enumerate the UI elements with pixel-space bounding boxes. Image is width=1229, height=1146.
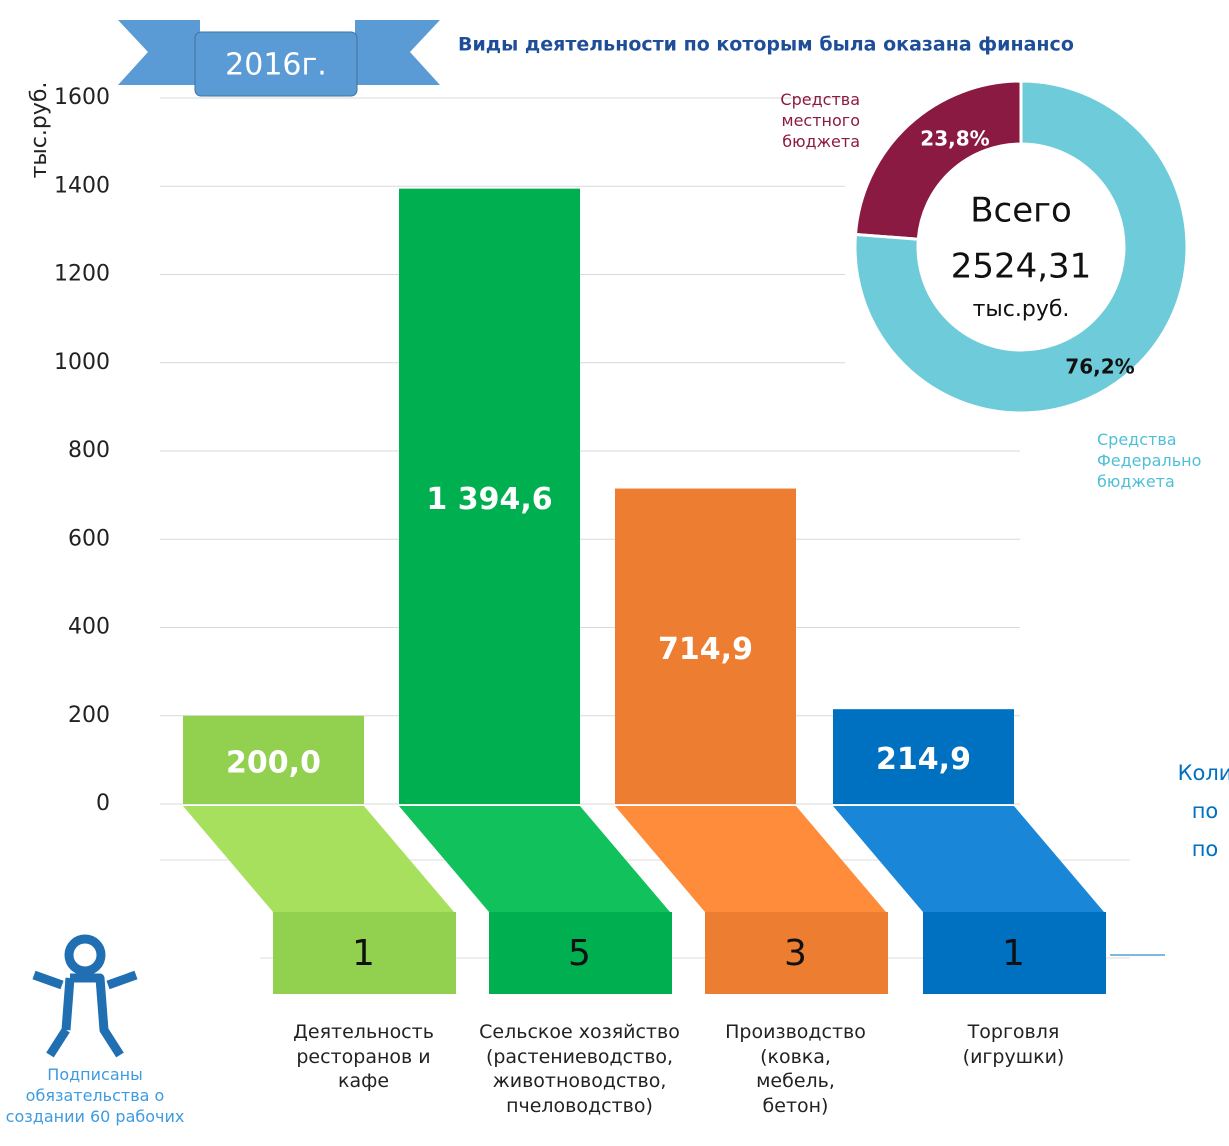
count-label: 3 xyxy=(784,933,807,974)
y-axis-label: тыс.руб. xyxy=(27,82,52,179)
y-tick-label: 0 xyxy=(96,791,110,816)
bottom-note: Подписаны обязательства о создании 60 ра… xyxy=(0,1065,190,1127)
y-tick-label: 1000 xyxy=(54,350,110,375)
count-label: 1 xyxy=(352,933,375,974)
y-tick-label: 600 xyxy=(68,526,110,551)
center-label: Всего xyxy=(970,191,1072,231)
center-label: 2524,31 xyxy=(951,247,1092,287)
banner-tail xyxy=(118,20,200,85)
icon xyxy=(34,939,136,1055)
y-tick-label: 1200 xyxy=(54,262,110,287)
page: 2016г. Виды деятельности по которым была… xyxy=(0,0,1229,1146)
x-tick-label: Производство (ковка, мебель, бетон) xyxy=(686,1020,906,1119)
banner-text: 2016г. xyxy=(225,48,327,83)
x-tick-label: Торговля (игрушки) xyxy=(904,1020,1124,1069)
center-label: тыс.руб. xyxy=(973,297,1070,322)
banner-tail xyxy=(355,20,440,85)
value-label: 714,9 xyxy=(658,632,753,667)
legend-label: Средства Федерально бюджета xyxy=(1097,430,1229,492)
count-label: 5 xyxy=(568,933,591,974)
legend-label: Средства местного бюджета xyxy=(740,90,860,152)
count-label: 1 xyxy=(1002,933,1025,974)
ribbon xyxy=(833,806,1104,912)
y-tick-label: 800 xyxy=(68,438,110,463)
x-tick-label: Сельское хозяйство (растениеводство, жив… xyxy=(470,1020,690,1119)
value-label: 1 394,6 xyxy=(426,482,552,517)
x-tick-label: Деятельность ресторанов и кафе xyxy=(254,1020,474,1094)
chart: 2016г. Виды деятельности по которым была… xyxy=(0,0,1229,1146)
y-tick-label: 1400 xyxy=(54,173,110,198)
y-tick-label: 200 xyxy=(68,703,110,728)
value-label: 214,9 xyxy=(876,742,971,777)
value-label: 76,2% xyxy=(1065,355,1134,379)
value-label: 23,8% xyxy=(920,127,989,151)
value-label: 200,0 xyxy=(226,745,321,780)
side-note: Коли по по xyxy=(1150,755,1229,868)
y-tick-label: 1600 xyxy=(54,85,110,110)
chart-title: Виды деятельности по которым была оказан… xyxy=(458,34,1074,56)
y-tick-label: 400 xyxy=(68,615,110,640)
